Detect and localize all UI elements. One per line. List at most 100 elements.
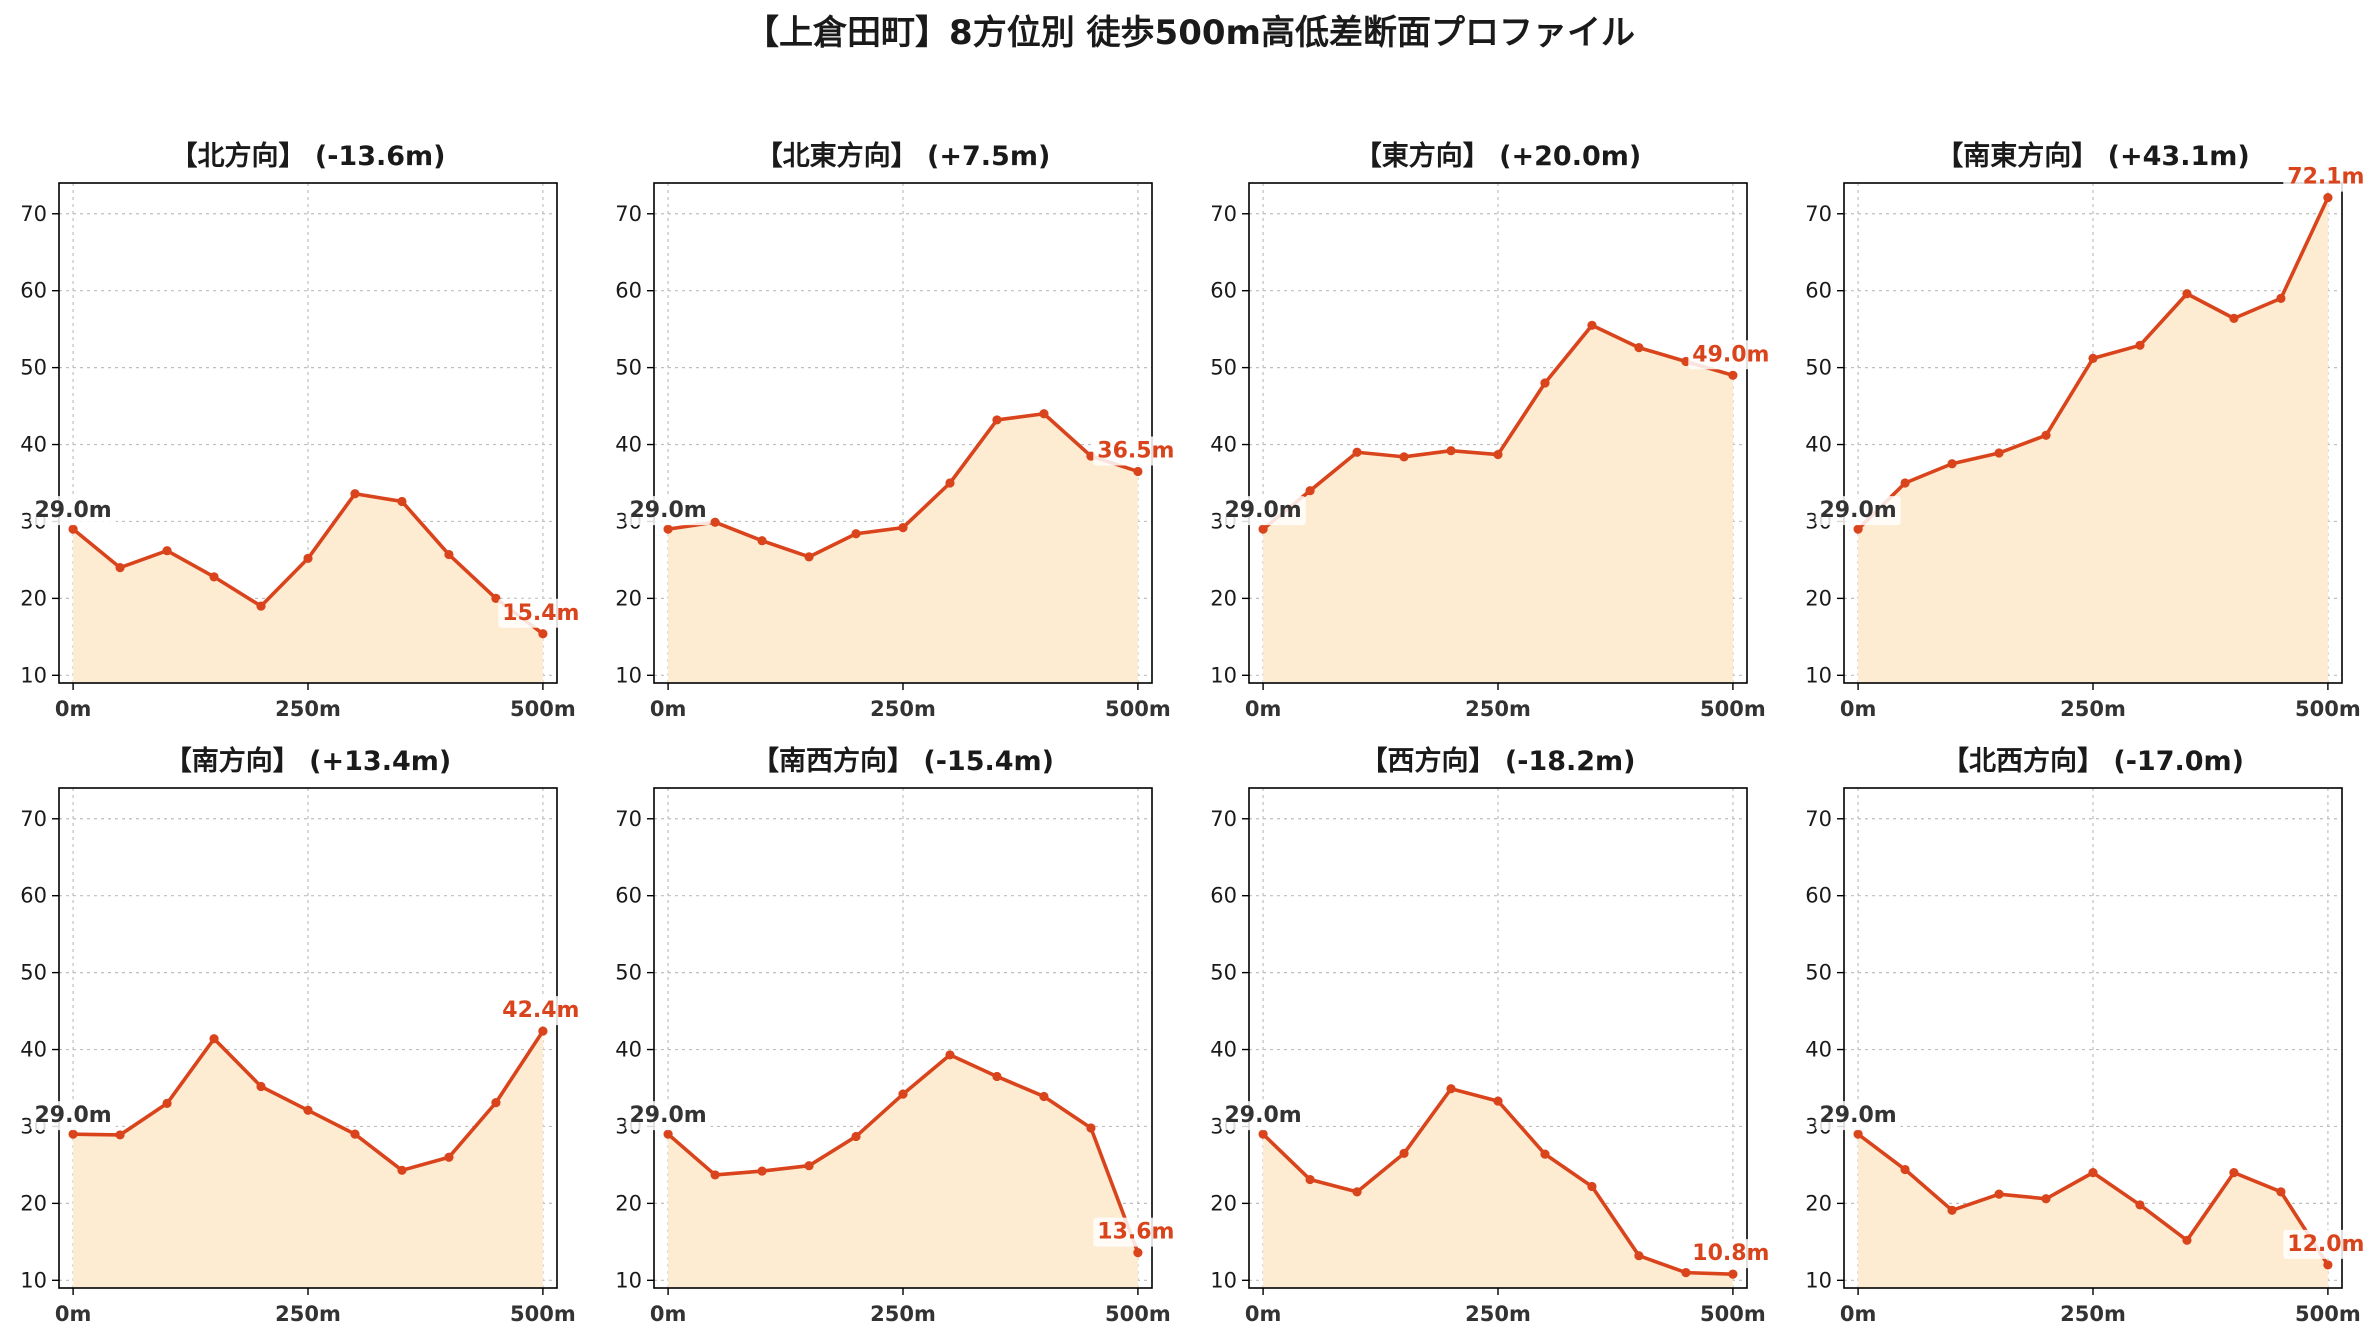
elevation-area bbox=[73, 493, 543, 683]
y-tick-label: 50 bbox=[1805, 961, 1832, 985]
elevation-point bbox=[1900, 478, 1910, 488]
end-elevation-label-group: 72.1m bbox=[2283, 162, 2369, 192]
start-elevation-label: 29.0m bbox=[1224, 1103, 1301, 1128]
elevation-point bbox=[350, 489, 360, 499]
elevation-point bbox=[1305, 1174, 1315, 1185]
elevation-point bbox=[1352, 1187, 1362, 1197]
end-elevation-label-group: 12.0m bbox=[2283, 1229, 2369, 1259]
x-tick-label: 500m bbox=[1700, 697, 1766, 721]
start-elevation-label-box bbox=[1815, 1101, 1901, 1131]
elevation-point bbox=[1133, 1248, 1143, 1258]
elevation-point bbox=[162, 1098, 172, 1108]
elevation-point bbox=[1634, 1251, 1644, 1261]
end-elevation-label-group: 10.8m bbox=[1688, 1239, 1774, 1269]
start-elevation-label-box bbox=[30, 1101, 116, 1131]
elevation-point bbox=[2041, 430, 2051, 440]
elevation-point bbox=[1853, 1129, 1863, 1139]
y-tick-label: 40 bbox=[20, 1038, 47, 1062]
end-elevation-label-box bbox=[498, 598, 584, 628]
elevation-point bbox=[1258, 524, 1268, 534]
start-elevation-label-group: 29.0m bbox=[1220, 496, 1306, 526]
x-tick-label: 250m bbox=[870, 1302, 936, 1326]
y-tick-label: 20 bbox=[1805, 1191, 1832, 1215]
y-tick-label: 50 bbox=[20, 961, 47, 985]
elevation-point bbox=[1039, 409, 1049, 419]
y-tick-label: 10 bbox=[615, 1268, 642, 1292]
elevation-point bbox=[804, 552, 814, 562]
y-tick-label: 70 bbox=[1210, 807, 1237, 831]
elevation-point bbox=[663, 524, 673, 534]
y-tick-label: 20 bbox=[1210, 1191, 1237, 1215]
elevation-point bbox=[851, 1131, 861, 1142]
elevation-point bbox=[2182, 289, 2192, 299]
end-elevation-label: 36.5m bbox=[1097, 438, 1174, 463]
start-elevation-label-box bbox=[1220, 496, 1306, 526]
y-tick-label: 40 bbox=[1805, 1038, 1832, 1062]
x-tick-label: 0m bbox=[1840, 697, 1877, 721]
figure-title: 【上倉田町】8方位別 徒歩500m高低差断面プロファイル bbox=[745, 13, 1635, 53]
y-tick-label: 50 bbox=[615, 961, 642, 985]
profile-panel-2: 【北東方向】 (+7.5m)102030405060700m250m500m29… bbox=[615, 140, 1179, 721]
y-tick-label: 60 bbox=[615, 884, 642, 908]
y-tick-label: 10 bbox=[615, 663, 642, 687]
x-tick-label: 500m bbox=[1700, 1302, 1766, 1326]
end-elevation-label-group: 13.6m bbox=[1093, 1217, 1179, 1247]
x-tick-label: 0m bbox=[650, 1302, 687, 1326]
elevation-point bbox=[397, 496, 407, 507]
y-tick-label: 50 bbox=[1805, 356, 1832, 380]
y-tick-label: 70 bbox=[1210, 202, 1237, 226]
elevation-area bbox=[668, 413, 1138, 683]
elevation-point bbox=[992, 1071, 1002, 1082]
elevation-point bbox=[945, 478, 955, 488]
start-elevation-label: 29.0m bbox=[629, 498, 706, 523]
start-elevation-label: 29.0m bbox=[1224, 498, 1301, 523]
y-tick-label: 70 bbox=[615, 807, 642, 831]
y-tick-label: 60 bbox=[20, 884, 47, 908]
elevation-point bbox=[1900, 1164, 1910, 1175]
y-tick-label: 50 bbox=[20, 356, 47, 380]
elevation-point bbox=[209, 572, 219, 582]
elevation-point bbox=[350, 1129, 360, 1139]
panel-title: 【北東方向】 (+7.5m) bbox=[756, 140, 1051, 172]
end-elevation-label-group: 42.4m bbox=[498, 996, 584, 1026]
elevation-point bbox=[757, 1166, 767, 1176]
elevation-point bbox=[2182, 1235, 2192, 1245]
elevation-point bbox=[538, 629, 548, 639]
y-tick-label: 40 bbox=[1805, 433, 1832, 457]
y-tick-label: 20 bbox=[1210, 586, 1237, 610]
y-tick-label: 40 bbox=[615, 433, 642, 457]
y-tick-label: 40 bbox=[615, 1038, 642, 1062]
elevation-point bbox=[115, 1130, 125, 1140]
elevation-point bbox=[1994, 1189, 2004, 1199]
elevation-point bbox=[1039, 1091, 1049, 1102]
y-tick-label: 60 bbox=[1210, 279, 1237, 303]
y-tick-label: 60 bbox=[1210, 884, 1237, 908]
end-elevation-label: 10.8m bbox=[1692, 1241, 1769, 1266]
panels: 【北方向】 (-13.6m)102030405060700m250m500m29… bbox=[20, 140, 2369, 1326]
x-tick-label: 250m bbox=[1465, 1302, 1531, 1326]
end-elevation-label-box bbox=[1093, 1217, 1179, 1247]
elevation-point bbox=[1853, 524, 1863, 534]
x-tick-label: 250m bbox=[275, 697, 341, 721]
elevation-area bbox=[1858, 1134, 2328, 1288]
end-elevation-label: 13.6m bbox=[1097, 1220, 1174, 1245]
x-tick-label: 250m bbox=[275, 1302, 341, 1326]
elevation-point bbox=[1399, 452, 1409, 462]
elevation-point bbox=[1540, 378, 1550, 388]
y-tick-label: 20 bbox=[615, 1191, 642, 1215]
y-tick-label: 70 bbox=[20, 807, 47, 831]
elevation-point bbox=[1728, 1269, 1738, 1279]
elevation-point bbox=[2229, 1168, 2239, 1178]
panel-title: 【西方向】 (-18.2m) bbox=[1360, 745, 1635, 777]
start-elevation-label: 29.0m bbox=[629, 1103, 706, 1128]
y-tick-label: 10 bbox=[1805, 1268, 1832, 1292]
elevation-point bbox=[898, 523, 908, 533]
elevation-point bbox=[851, 529, 861, 539]
profile-panel-5: 【南方向】 (+13.4m)102030405060700m250m500m29… bbox=[20, 745, 584, 1326]
elevation-point bbox=[162, 546, 172, 556]
elevation-point bbox=[115, 563, 125, 573]
elevation-point bbox=[2323, 1260, 2333, 1270]
start-elevation-label-box bbox=[625, 1101, 711, 1131]
elevation-point bbox=[397, 1165, 407, 1175]
